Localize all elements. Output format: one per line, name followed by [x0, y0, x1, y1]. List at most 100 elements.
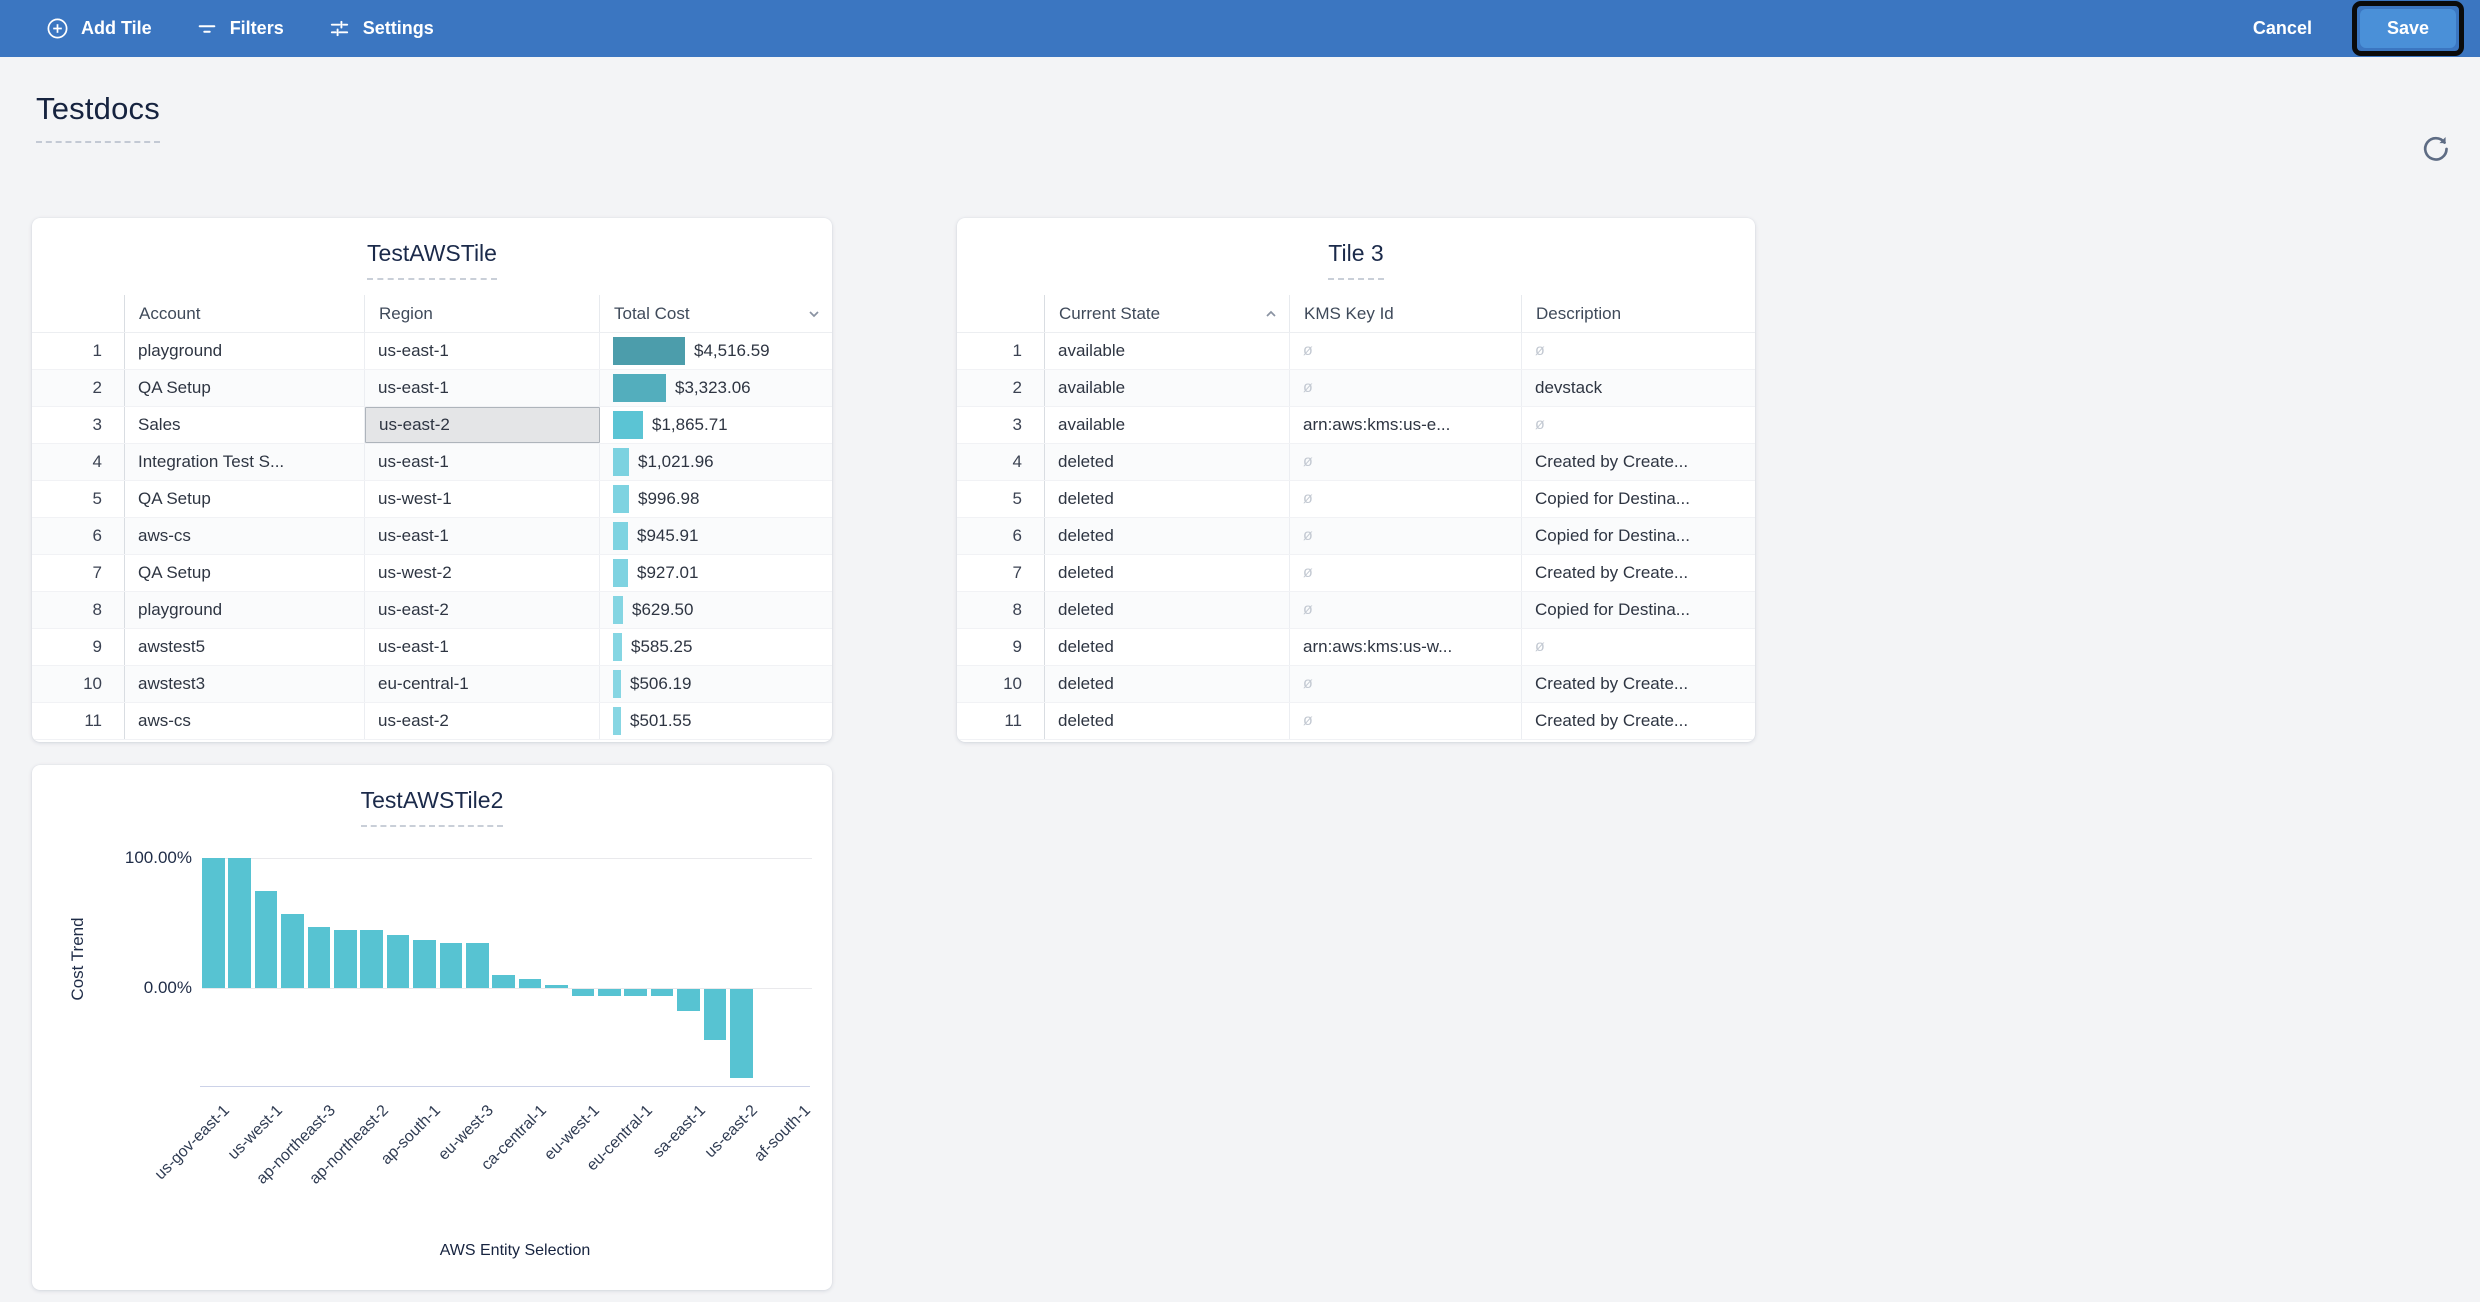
cell-description[interactable]: ø [1522, 407, 1755, 443]
cell-kms-key-id[interactable]: ø [1290, 370, 1522, 406]
cell-region[interactable]: us-east-1 [365, 444, 600, 480]
cell-region[interactable]: us-east-1 [365, 629, 600, 665]
cell-account[interactable]: playground [125, 592, 365, 628]
cell-kms-key-id[interactable]: ø [1290, 444, 1522, 480]
cell-total-cost[interactable]: $506.19 [600, 666, 832, 702]
cell-kms-key-id[interactable]: ø [1290, 592, 1522, 628]
cell-kms-key-id[interactable]: ø [1290, 518, 1522, 554]
cell-current-state[interactable]: deleted [1045, 703, 1290, 739]
cell-total-cost[interactable]: $629.50 [600, 592, 832, 628]
cell-description[interactable]: Copied for Destina... [1535, 600, 1690, 619]
refresh-button[interactable] [2420, 133, 2454, 167]
null-value-icon: ø [1303, 675, 1313, 692]
cell-current-state[interactable]: available [1045, 333, 1290, 369]
table-body: 1 available ø ø 2 available ø devstack 3… [957, 333, 1755, 740]
settings-button[interactable]: Settings [328, 17, 434, 40]
cell-account[interactable]: Integration Test S... [125, 444, 365, 480]
cell-current-state[interactable]: available [1045, 407, 1290, 443]
cell-kms-key-id[interactable]: ø [1290, 555, 1522, 591]
cell-description[interactable]: ø [1522, 629, 1755, 665]
cell-total-cost[interactable]: $585.25 [600, 629, 832, 665]
cell-region[interactable]: us-east-2 [365, 703, 600, 739]
cell-current-state[interactable]: deleted [1045, 666, 1290, 702]
table-row: 10 deleted ø Created by Create... [957, 666, 1755, 703]
cell-current-state[interactable]: deleted [1045, 481, 1290, 517]
cancel-button[interactable]: Cancel [2252, 18, 2312, 38]
cost-bar [613, 559, 628, 587]
save-button[interactable]: Save [2359, 9, 2456, 48]
table-row: 6 deleted ø Copied for Destina... [957, 518, 1755, 555]
cell-region[interactable]: eu-central-1 [365, 666, 600, 702]
cell-description[interactable]: ø [1522, 333, 1755, 369]
cell-total-cost[interactable]: $1,021.96 [600, 444, 832, 480]
row-number: 3 [32, 407, 125, 443]
column-header-account[interactable]: Account [125, 295, 365, 332]
chart-bar [307, 926, 331, 988]
table-header-row: Current State KMS Key Id Description [957, 295, 1755, 333]
cost-bar [613, 485, 629, 513]
cell-total-cost[interactable]: $501.55 [600, 703, 832, 739]
cell-description[interactable]: Created by Create... [1535, 452, 1689, 471]
table-row: 3 available arn:aws:kms:us-e... ø [957, 407, 1755, 444]
cell-kms-key-id[interactable]: ø [1290, 666, 1522, 702]
cell-total-cost[interactable]: $3,323.06 [600, 370, 832, 406]
cell-total-cost[interactable]: $4,516.59 [600, 333, 832, 369]
cell-description[interactable]: devstack [1535, 378, 1603, 397]
cell-kms-key-id[interactable]: ø [1290, 481, 1522, 517]
cell-account[interactable]: QA Setup [125, 481, 365, 517]
filters-button[interactable]: Filters [196, 18, 284, 40]
add-tile-button[interactable]: Add Tile [46, 17, 152, 40]
cell-kms-key-id[interactable]: ø [1290, 333, 1522, 369]
filters-label: Filters [229, 18, 284, 38]
column-header-region[interactable]: Region [365, 295, 600, 332]
cell-region[interactable]: us-west-2 [365, 555, 600, 591]
column-header-total-cost[interactable]: Total Cost [600, 295, 832, 332]
cell-region[interactable]: us-east-1 [365, 333, 600, 369]
tile-title: TestAWSTile2 [360, 787, 504, 827]
cell-region[interactable]: us-east-1 [365, 518, 600, 554]
column-header-kms-key-id[interactable]: KMS Key Id [1290, 295, 1522, 332]
gridline [202, 858, 812, 859]
cell-region[interactable]: us-east-1 [365, 370, 600, 406]
column-header-description[interactable]: Description [1536, 303, 1622, 323]
null-value-icon: ø [1303, 712, 1313, 729]
null-value-icon: ø [1535, 416, 1545, 433]
chart-bar [254, 890, 278, 988]
cell-account[interactable]: awstest3 [125, 666, 365, 702]
cell-description[interactable]: Created by Create... [1535, 674, 1689, 693]
cell-description[interactable]: Created by Create... [1535, 711, 1689, 730]
cell-current-state[interactable]: available [1045, 370, 1290, 406]
cell-account[interactable]: aws-cs [125, 703, 365, 739]
cell-current-state[interactable]: deleted [1045, 444, 1290, 480]
cell-description[interactable]: Copied for Destina... [1535, 489, 1690, 508]
refresh-icon [2423, 136, 2448, 161]
cell-description[interactable]: Created by Create... [1535, 563, 1689, 582]
cell-kms-key-id[interactable]: arn:aws:kms:us-w... [1290, 629, 1522, 665]
cell-total-cost[interactable]: $1,865.71 [600, 407, 832, 443]
cell-kms-key-id[interactable]: ø [1290, 703, 1522, 739]
cell-region[interactable]: us-west-1 [365, 481, 600, 517]
cell-account[interactable]: QA Setup [125, 555, 365, 591]
cell-region[interactable]: us-east-2 [365, 592, 600, 628]
cell-current-state[interactable]: deleted [1045, 518, 1290, 554]
cell-current-state[interactable]: deleted [1045, 555, 1290, 591]
cell-total-cost[interactable]: $996.98 [600, 481, 832, 517]
cell-account[interactable]: playground [125, 333, 365, 369]
cell-current-state[interactable]: deleted [1045, 592, 1290, 628]
cell-account[interactable]: QA Setup [125, 370, 365, 406]
cell-account[interactable]: Sales [125, 407, 365, 443]
row-number: 4 [957, 444, 1045, 480]
cell-account[interactable]: awstest5 [125, 629, 365, 665]
table-row: 9 awstest5 us-east-1 $585.25 [32, 629, 832, 666]
add-tile-label: Add Tile [81, 18, 152, 38]
cell-kms-key-id[interactable]: arn:aws:kms:us-e... [1290, 407, 1522, 443]
row-number: 2 [957, 370, 1045, 406]
cell-description[interactable]: Copied for Destina... [1535, 526, 1690, 545]
cell-region-selected[interactable]: us-east-2 [365, 407, 600, 443]
cell-account[interactable]: aws-cs [125, 518, 365, 554]
cell-total-cost[interactable]: $927.01 [600, 555, 832, 591]
column-header-current-state[interactable]: Current State [1045, 295, 1290, 332]
cell-total-cost[interactable]: $945.91 [600, 518, 832, 554]
page-title: Testdocs [36, 91, 160, 143]
cell-current-state[interactable]: deleted [1045, 629, 1290, 665]
